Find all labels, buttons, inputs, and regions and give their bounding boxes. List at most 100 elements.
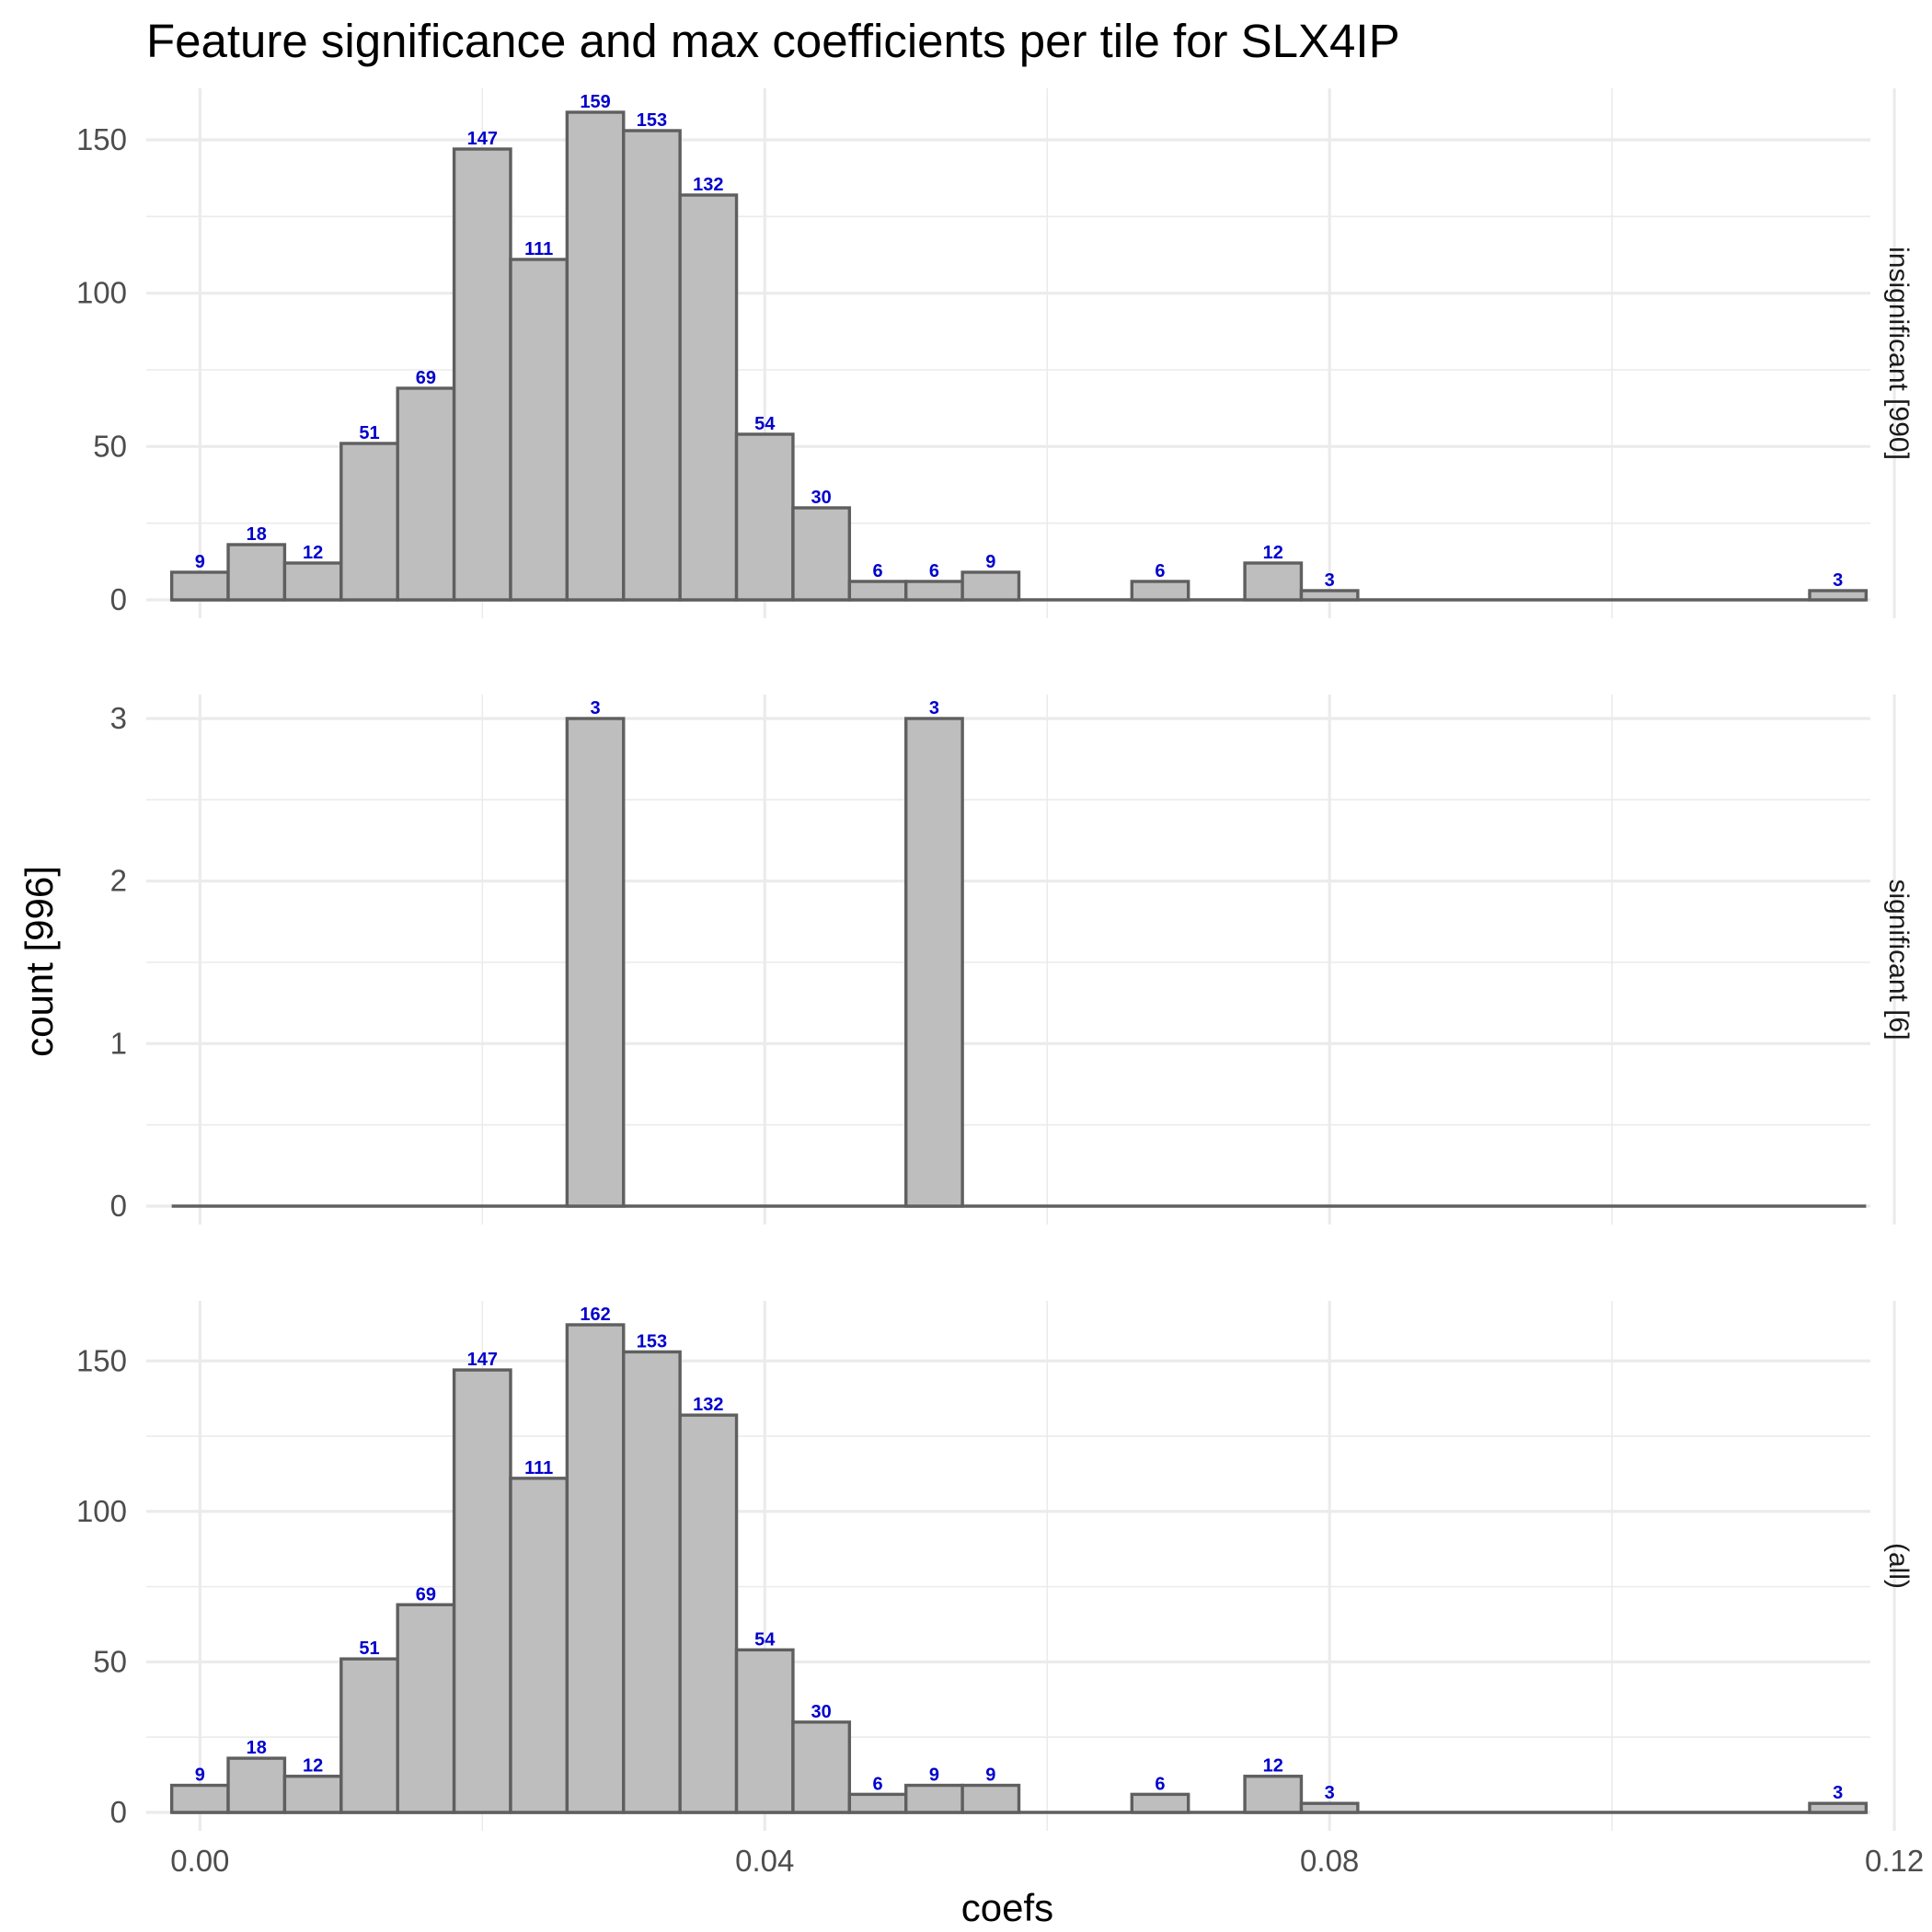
- histogram-bar: [226, 543, 287, 602]
- x-axis: 0.00 0.04 0.08 0.12: [170, 1844, 1924, 1878]
- histogram-bar: [1130, 580, 1190, 602]
- bar-count-label: 111: [524, 239, 553, 259]
- bar-count-label: 132: [693, 1395, 723, 1415]
- histogram-bar: [678, 1413, 739, 1814]
- y-tick-label: 150: [76, 1343, 127, 1377]
- y-tick-label: 1: [110, 1026, 127, 1060]
- x-tick-label: 0.00: [170, 1844, 229, 1878]
- bar-count-label: 6: [929, 561, 939, 581]
- histogram-bar: [509, 258, 569, 602]
- histogram-bar: [904, 580, 964, 602]
- x-axis-title: coefs: [961, 1886, 1053, 1929]
- histogram-bar: [282, 561, 343, 602]
- bar-count-label: 54: [754, 1629, 776, 1650]
- facet-strip-label: significant [6]: [1883, 879, 1914, 1040]
- facet-strip-label: insignificant [990]: [1883, 247, 1914, 460]
- histogram-bar: [791, 506, 852, 602]
- histogram-bar: [396, 1603, 456, 1814]
- bar-count-label: 3: [1833, 570, 1843, 591]
- histogram-bar: [622, 1350, 682, 1814]
- bar-count-label: 18: [247, 524, 267, 545]
- histogram-bar: [1808, 589, 1869, 602]
- y-tick-label: 0: [110, 1795, 127, 1829]
- histogram-bar: [791, 1720, 852, 1814]
- histogram-bar: [678, 193, 739, 602]
- bar-count-label: 6: [1155, 1774, 1165, 1794]
- histogram-bar: [1130, 1792, 1190, 1814]
- bar-count-label: 9: [195, 1765, 205, 1786]
- bar-count-label: 51: [359, 423, 379, 443]
- x-tick-label: 0.08: [1300, 1844, 1359, 1878]
- bar-count-label: 12: [1263, 1756, 1283, 1777]
- histogram-bar: [396, 386, 456, 602]
- histogram-bar: [960, 1783, 1021, 1814]
- bar-count-label: 9: [985, 552, 995, 572]
- bar-count-label: 111: [524, 1458, 553, 1478]
- bar-count-label: 18: [247, 1738, 267, 1758]
- y-tick-label: 50: [93, 1644, 127, 1678]
- histogram-bar: [1243, 561, 1304, 602]
- bar-count-label: 132: [693, 175, 723, 195]
- facet-panel: 0 1 2 3 3 3 significant [6]: [110, 695, 1914, 1225]
- bar-count-label: 9: [929, 1765, 939, 1786]
- x-tick-label: 0.12: [1865, 1844, 1924, 1878]
- bar-count-label: 3: [1833, 1783, 1843, 1803]
- y-tick-label: 50: [93, 429, 127, 463]
- bar-count-label: 3: [1325, 1783, 1335, 1803]
- histogram-bar: [1299, 589, 1360, 602]
- bar-count-label: 69: [416, 368, 436, 388]
- histogram-bar: [1299, 1801, 1360, 1814]
- bar-count-label: 6: [1155, 561, 1165, 581]
- bar-count-label: 3: [1325, 570, 1335, 591]
- bar-count-label: 12: [1263, 543, 1283, 563]
- bar-count-label: 162: [580, 1305, 610, 1325]
- bar-count-label: 9: [195, 552, 205, 572]
- bar-count-label: 9: [985, 1765, 995, 1786]
- histogram-bar: [565, 110, 626, 602]
- bar-count-label: 153: [637, 110, 667, 131]
- facet-strip-label: (all): [1883, 1543, 1914, 1589]
- histogram-bar: [904, 717, 964, 1208]
- y-tick-label: 100: [76, 276, 127, 310]
- histogram-bar: [904, 1783, 964, 1814]
- chart-title: Feature significance and max coefficient…: [146, 15, 1400, 67]
- histogram-bar: [565, 1323, 626, 1814]
- y-tick-label: 3: [110, 701, 127, 735]
- histogram-bar: [960, 570, 1021, 602]
- bar-count-label: 3: [929, 698, 939, 719]
- bar-count-label: 147: [467, 1350, 498, 1370]
- bar-count-label: 3: [591, 698, 601, 719]
- bar-count-label: 69: [416, 1584, 436, 1604]
- bar-count-label: 54: [754, 414, 776, 434]
- histogram-bar: [847, 1792, 908, 1814]
- histogram-bar: [226, 1756, 287, 1814]
- bar-count-label: 6: [872, 561, 882, 581]
- bar-count-label: 30: [811, 1702, 832, 1722]
- histogram-bar: [622, 129, 682, 602]
- bar-count-label: 153: [637, 1331, 667, 1351]
- histogram-bar: [452, 1368, 512, 1814]
- y-tick-label: 2: [110, 864, 127, 898]
- x-tick-label: 0.04: [735, 1844, 794, 1878]
- histogram-bar: [169, 570, 230, 602]
- y-axis-title: count [996]: [17, 866, 61, 1057]
- histogram-bar: [1243, 1775, 1304, 1814]
- bar-count-label: 147: [467, 129, 498, 149]
- histogram-bar: [169, 1783, 230, 1814]
- histogram-bar: [847, 580, 908, 602]
- y-tick-label: 150: [76, 122, 127, 156]
- histogram-bar: [509, 1477, 569, 1814]
- histogram-bar: [339, 442, 399, 602]
- histogram-bar: [452, 147, 512, 602]
- histogram-bar: [734, 432, 795, 602]
- histogram-bar: [282, 1775, 343, 1814]
- bar-count-label: 12: [303, 1756, 323, 1777]
- bar-count-label: 12: [303, 543, 323, 563]
- histogram-bar: [565, 717, 626, 1208]
- histogram-bar: [734, 1648, 795, 1814]
- y-tick-label: 100: [76, 1494, 127, 1528]
